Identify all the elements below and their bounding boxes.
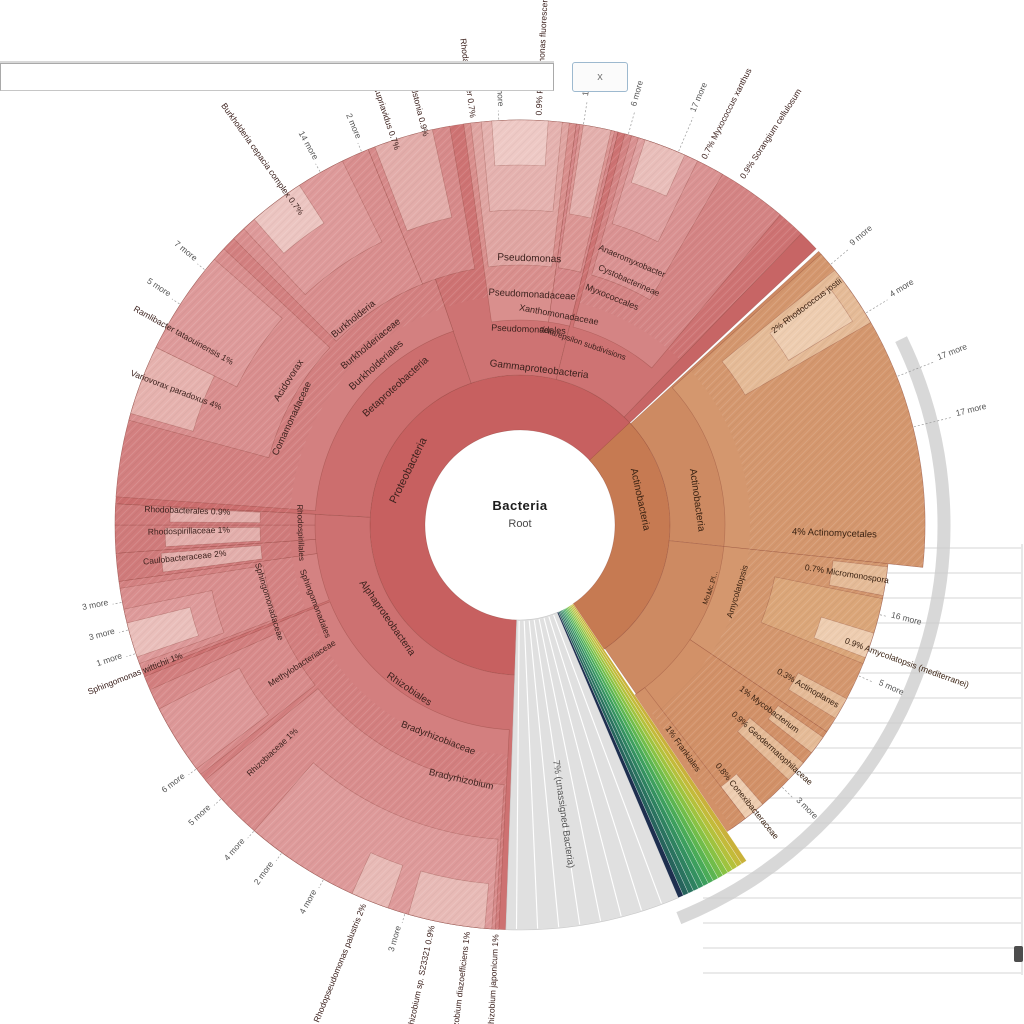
chart-label: 0.9% Sorangium cellulosum [738, 87, 804, 181]
chart-label: 3 more [88, 626, 116, 643]
chart-label: 3 more [794, 795, 820, 821]
label-leader-line [583, 100, 588, 125]
search-input[interactable] [0, 63, 554, 91]
chart-rim-shadow [676, 336, 951, 925]
chart-label: 17 more [936, 341, 969, 362]
label-leader-line [188, 769, 196, 776]
label-leader-line [126, 653, 136, 658]
label-leader-line [401, 914, 406, 924]
label-leader-line [678, 117, 694, 152]
chart-label: 0.9% Pseudomonas fluorescens [533, 0, 549, 116]
wedge-texture-orange-a [690, 254, 925, 568]
chart-label: Mc... [706, 579, 717, 596]
chart-label: 3 more [386, 924, 403, 952]
chart-label: 1 more [95, 650, 124, 668]
chart-label: 5 more [877, 677, 905, 697]
chart-label: 7 more [173, 238, 200, 263]
chart-label: Rhodopseudomonas palustris 2% [311, 902, 368, 1024]
label-leader-line [628, 110, 636, 134]
label-leader-line [318, 879, 324, 889]
wedge-minor-taxon-13[interactable] [556, 611, 684, 899]
chart-label: 9 more [847, 223, 874, 248]
side-panel-marker [1014, 946, 1023, 962]
wedge-actinobacteria-phylum[interactable] [572, 422, 671, 650]
label-leader-line [213, 799, 221, 806]
gray-wedge-separator [543, 617, 622, 917]
chart-label: Bradyrhizobium japonicum 1% [485, 934, 501, 1024]
chart-label: Bradyrhizobium sp. S23321 0.9% [401, 924, 437, 1024]
label-leader-line [247, 831, 254, 839]
label-leader-line [275, 853, 282, 861]
chart-label: 4% Actinomycetales [792, 526, 878, 540]
chart-label: 2 more [252, 859, 276, 887]
label-leader-line [858, 675, 874, 683]
chart-label: 4 more [297, 887, 319, 915]
gray-wedge-separator [538, 618, 602, 921]
chart-label: 16 more [890, 610, 923, 627]
gray-wedge-separator [548, 616, 643, 911]
gray-wedge-separator [553, 614, 662, 904]
gray-wedge-separator [523, 620, 539, 929]
wedge-unassigned-bacteria[interactable] [505, 612, 679, 931]
chart-label: 4 more [222, 836, 247, 863]
gray-wedge-separator [515, 620, 520, 929]
label-leader-line [357, 142, 362, 152]
wedge-proteobacteria[interactable] [369, 374, 651, 676]
clear-search-button[interactable]: x [572, 62, 628, 92]
chart-label: 14 more [297, 129, 321, 161]
chart-label: Burkholderia cepacia complex 0.7% [219, 101, 306, 217]
label-leader-line [119, 629, 128, 633]
label-leader-line [782, 787, 793, 798]
chart-label: 6 more [159, 771, 186, 795]
chart-label: Pseudomonadales [491, 323, 566, 336]
label-leader-line [171, 298, 180, 305]
gray-wedge-separator [533, 619, 581, 925]
label-leader-line [879, 614, 886, 617]
chart-label: Bradyrhizobium diazoefficiens 1% [447, 931, 473, 1024]
chart-label: Rhodobacterales 0.9% [144, 504, 231, 517]
chart-label: Rhodospirillales [295, 504, 306, 561]
wedge-texture-red [115, 120, 802, 930]
search-bar: x [0, 60, 660, 96]
chart-label: 4 more [888, 276, 916, 298]
label-leader-line [830, 248, 850, 265]
label-leader-line [865, 299, 888, 314]
label-leader-line [897, 361, 935, 377]
label-leader-line [112, 602, 122, 605]
chart-label: Pl... [710, 570, 720, 584]
chart-label: 17 more [955, 401, 988, 418]
gray-wedge-separator [528, 620, 560, 928]
chart-label: 3 more [81, 597, 109, 612]
chart-label: Rhodospirillaceae 1% [148, 525, 231, 537]
chart-label: 5 more [145, 276, 173, 299]
chart-label: Pseudomonadaceae [488, 287, 576, 303]
label-leader-line [913, 417, 952, 428]
chart-label: 17 more [688, 81, 709, 114]
wedge-texture-orange-b [651, 549, 888, 829]
chart-label: 2 more [344, 112, 364, 141]
chart-label: Pseudomonas [497, 252, 561, 265]
chart-label: 5 more [186, 802, 212, 827]
label-leader-line [315, 163, 321, 172]
label-leader-line [197, 263, 205, 270]
chart-label: 0.7% Myxococcus xanthus [699, 66, 754, 160]
wedge-proteobacteria-other[interactable] [623, 233, 817, 424]
